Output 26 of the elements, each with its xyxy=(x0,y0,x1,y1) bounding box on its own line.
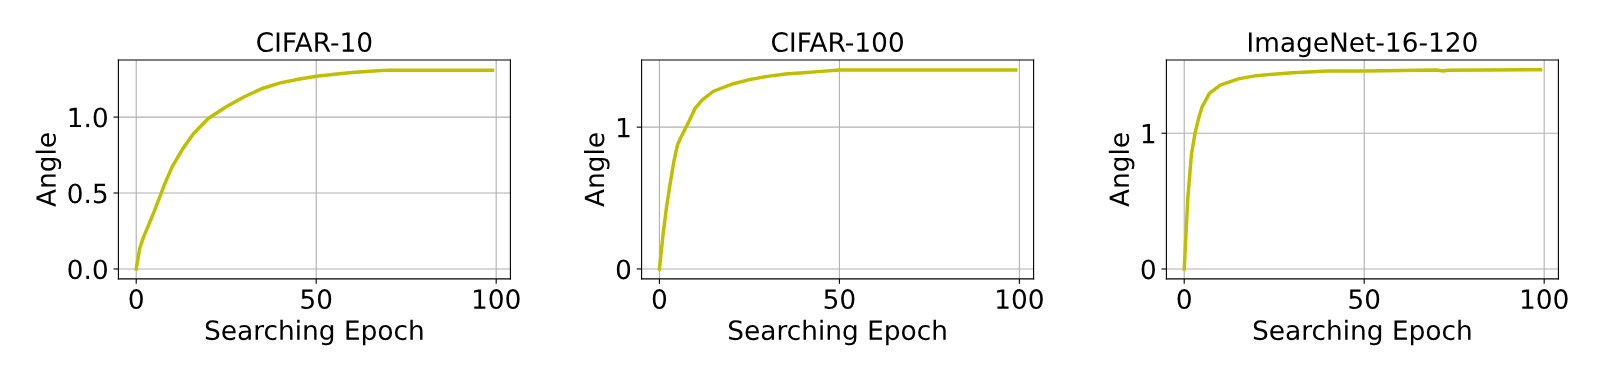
x-axis-title: Searching Epoch xyxy=(1253,319,1471,346)
line-series xyxy=(1182,67,1543,271)
x-tick-label: 50 xyxy=(301,289,332,310)
x-tick-label: 50 xyxy=(824,289,855,310)
chart-title: CIFAR-100 xyxy=(771,32,903,53)
y-tick-label: 1 xyxy=(617,117,630,138)
chart-title: ImageNet-16-120 xyxy=(1249,32,1477,58)
y-axis-title: Angle xyxy=(583,133,610,207)
x-tick-label: 0 xyxy=(652,289,667,310)
y-tick-label: 1 xyxy=(1142,124,1155,144)
x-tick-label: 50 xyxy=(1349,289,1380,310)
x-axis-title: Searching Epoch xyxy=(205,319,423,346)
y-axis-title: Angle xyxy=(1108,133,1135,207)
x-tick-label: 100 xyxy=(997,289,1043,310)
y-tick-label: 0.5 xyxy=(68,183,107,204)
line-series xyxy=(134,68,495,271)
x-tick-label: 0 xyxy=(129,289,143,310)
y-tick-label: 0.0 xyxy=(68,259,107,280)
x-tick-label: 100 xyxy=(1521,289,1568,310)
x-tick-label: 0 xyxy=(1177,289,1191,310)
line-series xyxy=(657,68,1018,271)
x-axis-title: Searching Epoch xyxy=(729,319,946,346)
x-tick-label: 100 xyxy=(473,289,520,310)
chart-title: CIFAR-10 xyxy=(257,32,372,53)
y-axis-title: Angle xyxy=(35,133,62,207)
y-tick-label: 1.0 xyxy=(69,107,107,128)
